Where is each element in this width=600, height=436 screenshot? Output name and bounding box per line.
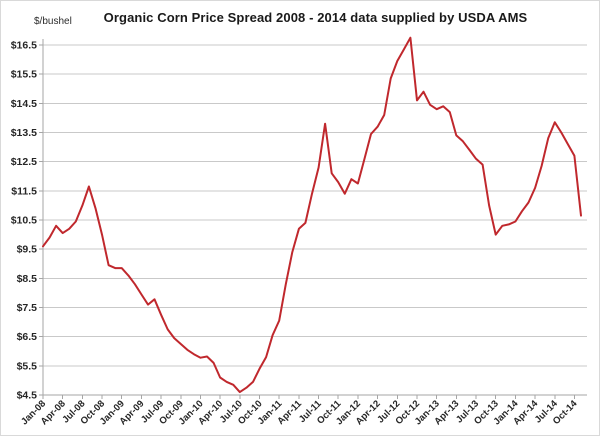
y-axis-tick-label: $5.5: [17, 360, 38, 372]
y-axis-tick-label: $8.5: [17, 273, 38, 285]
y-axis-tick-label: $14.5: [11, 98, 37, 110]
price-spread-line: [42, 36, 582, 394]
y-axis-tick-label: $13.5: [11, 127, 37, 139]
y-axis-tick-label: $6.5: [17, 331, 38, 343]
y-axis-tick-label: $10.5: [11, 215, 37, 227]
y-axis-tick-label: $9.5: [17, 244, 38, 256]
y-axis-tick-label: $16.5: [11, 40, 37, 52]
chart-title: Organic Corn Price Spread 2008 - 2014 da…: [103, 10, 528, 25]
y-axis-unit-label: $/bushel: [34, 16, 72, 27]
y-axis-tick-label: $15.5: [11, 69, 37, 81]
y-axis-tick-label: $7.5: [17, 302, 38, 314]
y-axis-tick-label: $12.5: [11, 156, 37, 168]
y-axis-tick-label: $11.5: [11, 185, 37, 197]
y-axis-tick-label: $4.5: [17, 390, 38, 402]
